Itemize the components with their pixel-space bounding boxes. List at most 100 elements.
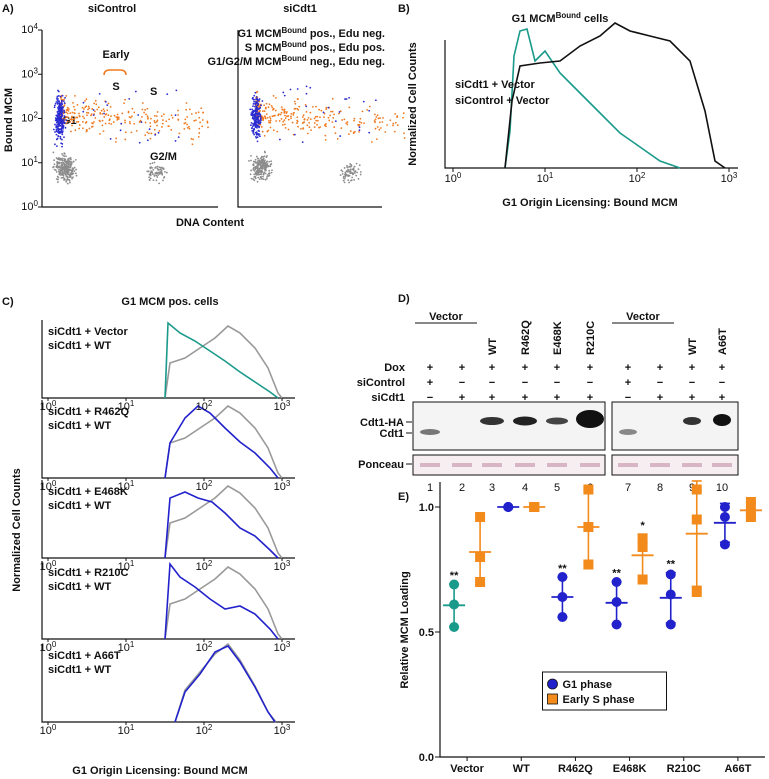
sign: − [522,377,528,389]
scatter-dot [252,129,255,132]
scatter-dot [252,109,255,112]
scatter-dot [264,107,267,110]
band [576,410,604,428]
text-part: 10 [118,561,130,573]
scatter-dot [63,115,66,118]
scatter-dot [84,122,87,124]
scatter-dot [123,102,125,104]
scatter-dot [63,152,66,155]
scatter-dot [65,180,68,183]
scatter-dot [259,116,262,118]
scatter-dot [252,117,255,120]
legend-box [542,671,667,711]
scatter-dot [251,108,253,111]
scatter-dot [256,162,259,165]
superscript: 3 [733,171,738,180]
scatter-dot [358,126,361,129]
text-part: 10 [274,642,286,654]
scatter-dot [309,86,312,89]
superscript: 0 [52,723,57,732]
scatter-dot [65,119,68,121]
scatter-dot [255,155,258,158]
scatter-dot [265,102,268,105]
scatter-dot [392,122,395,125]
scatter-dot [283,119,286,122]
scatter-dot [115,137,118,140]
scatter-dot [71,177,73,180]
scatter-dot [149,122,152,124]
scatter-dot [67,109,70,112]
scatter-dot [59,110,62,113]
scatter-dot [187,125,190,128]
scatter-dot [101,119,104,122]
panel-label: E) [398,491,409,503]
scatter-dot [252,114,255,117]
scatter-dot [149,172,152,175]
scatter-dot [258,112,261,114]
scatter-dot [251,129,254,132]
scatter-dot [357,168,360,171]
scatter-dot [59,122,62,125]
scatter-dot [59,137,62,140]
lane-number: 2 [459,482,465,494]
text-part: pos., Edu neg. [307,28,385,40]
scatter-dot [316,119,319,122]
scatter-dot [346,123,349,126]
scatter-dot [54,117,57,120]
scatter-dot [140,121,143,123]
scatter-dot [57,118,60,121]
scatter-dot [128,120,131,123]
scatter-dot [55,171,58,173]
scatter-dot [120,122,123,125]
superscript: 2 [208,723,213,732]
data-point [611,577,622,587]
scatter-dot [358,164,361,167]
scatter-dot [258,163,261,166]
scatter-dot [269,121,272,124]
scatter-dot [94,117,97,119]
scatter-dot [133,111,136,114]
legend-entry: siCdt1 + WT [48,581,112,593]
scatter-dot [96,108,99,111]
scatter-dot [66,120,69,123]
scatter-dot [260,126,263,128]
scatter-dot [92,121,95,123]
scatter-dot [268,103,271,106]
scatter-dot [190,113,193,115]
scatter-dot [258,122,261,125]
text-part: 10 [274,481,286,493]
scatter-dot [263,134,266,137]
scatter-dot [259,123,262,126]
sign: + [554,362,560,374]
scatter-dot [177,109,179,112]
data-point [611,619,622,630]
data-point [745,497,756,507]
superscript: 0 [52,559,57,568]
text-part: 10 [118,401,130,413]
scatter-dot [256,180,259,183]
scatter-dot [60,127,63,130]
histogram-curve [164,321,279,399]
scatter-dot [66,173,69,176]
scatter-dot [286,115,288,118]
histogram-curve [164,405,283,479]
scatter-dot [315,119,318,122]
scatter-dot [60,101,63,103]
scatter-dot [161,173,164,176]
scatter-dot [68,176,71,179]
scatter-dot [99,132,101,135]
tick-label: 103 [274,559,291,574]
bracket [103,69,127,76]
scatter-dot [194,119,197,122]
scatter-dot [61,176,64,179]
scatter-dot [199,121,202,124]
scatter-dot [251,96,254,99]
tick-label: 101 [118,723,135,738]
scatter-dot [252,163,255,165]
scatter-dot [280,118,283,120]
scatter-dot [62,100,65,102]
scatter-dot [275,120,278,122]
scatter-dot [261,159,264,162]
scatter-dot [161,126,163,128]
scatter-dot [263,104,266,107]
